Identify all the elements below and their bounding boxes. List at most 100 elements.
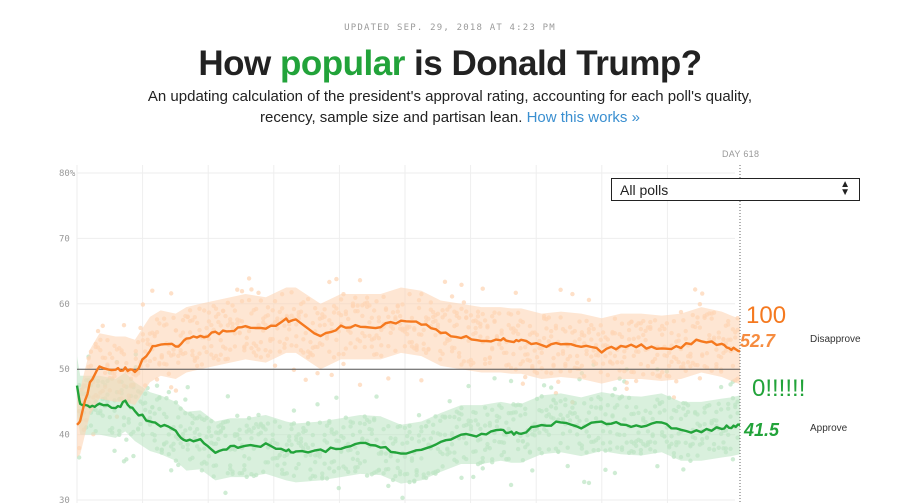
- subtitle: An updating calculation of the president…: [0, 86, 900, 128]
- disapprove-line: [76, 317, 741, 426]
- approve-poll-dot: [336, 485, 341, 491]
- disapprove-poll-dot: [449, 294, 455, 299]
- disapprove-poll-dot: [100, 323, 105, 329]
- approve-poll-dot: [185, 384, 190, 390]
- disapprove-poll-dot: [570, 291, 575, 297]
- approve-poll-dot: [416, 412, 422, 418]
- disapprove-poll-dot: [138, 325, 143, 331]
- approve-poll-dot: [235, 413, 240, 419]
- approve-poll-dot: [681, 467, 686, 472]
- approve-poll-dot: [655, 464, 660, 469]
- subtitle-line-2: recency, sample size and partisan lean.: [260, 109, 527, 126]
- y-tick-label: 80%: [59, 169, 76, 179]
- disapprove-poll-dot: [558, 287, 563, 293]
- approve-poll-dot: [364, 473, 370, 478]
- approve-poll-dot: [548, 385, 554, 390]
- disapprove-poll-dot: [624, 386, 629, 391]
- y-tick-label: 50: [59, 365, 70, 375]
- approve-glitch-number: 0!!!!!!: [752, 375, 806, 402]
- disapprove-glitch-number: 100: [746, 302, 787, 329]
- approve-poll-dot: [471, 474, 476, 480]
- disapprove-poll-dot: [520, 381, 526, 386]
- approve-band: [77, 356, 740, 484]
- subtitle-line-1: An updating calculation of the president…: [147, 88, 753, 105]
- approve-poll-dot: [124, 457, 129, 462]
- approve-line: [75, 385, 741, 455]
- current-day-label: DAY 618: [722, 149, 760, 159]
- disapprove-band: [77, 287, 740, 458]
- title-accent-word: popular: [279, 44, 405, 83]
- disapprove-poll-dot: [357, 278, 363, 283]
- approve-poll-dot: [459, 475, 464, 480]
- approve-poll-dot: [400, 495, 405, 501]
- approve-poll-dot: [291, 408, 297, 413]
- approve-poll-dot: [612, 386, 618, 392]
- disapprove-poll-dot: [386, 376, 391, 381]
- disapprove-poll-dot: [459, 282, 464, 288]
- disapprove-poll-dot: [168, 385, 174, 390]
- disapprove-poll-dot: [239, 288, 245, 294]
- poll-filter-select[interactable]: All polls ▲ ▼: [611, 178, 860, 201]
- disapprove-poll-dot: [272, 363, 278, 368]
- disapprove-poll-dot: [461, 300, 467, 305]
- disapprove-poll-dot: [480, 286, 485, 291]
- disapprove-poll-dot: [249, 287, 254, 292]
- approve-poll-dot: [508, 482, 514, 488]
- approve-poll-dot: [154, 383, 160, 388]
- uncertainty-bands: [77, 287, 740, 484]
- approve-poll-dot: [183, 397, 188, 402]
- title-suffix: is Donald Trump?: [404, 44, 702, 83]
- approve-poll-dot: [586, 480, 592, 486]
- disapprove-poll-dot: [173, 388, 179, 393]
- approve-poll-dot: [315, 402, 320, 407]
- approve-poll-dot: [565, 463, 570, 469]
- disapprove-poll-dot: [697, 301, 703, 307]
- disapprove-poll-dot: [419, 378, 424, 383]
- trend-lines: [75, 317, 741, 455]
- updated-timestamp: UPDATED SEP. 29, 2018 AT 4:23 PM: [344, 23, 556, 33]
- disapprove-poll-dot: [523, 374, 528, 380]
- approve-poll-dot: [112, 448, 117, 454]
- approve-poll-dot: [334, 395, 339, 400]
- approve-poll-dot: [730, 457, 736, 462]
- disapprove-poll-dot: [315, 371, 320, 376]
- approve-poll-dot: [492, 376, 497, 381]
- disapprove-poll-dot: [150, 288, 155, 293]
- y-tick-label: 70: [59, 234, 70, 244]
- approve-poll-dot: [168, 468, 174, 473]
- disapprove-poll-dot: [692, 287, 698, 292]
- approve-poll-dot: [508, 378, 514, 384]
- approve-poll-dot: [603, 467, 608, 473]
- approve-value: 41.5: [744, 420, 780, 440]
- approve-poll-dot: [480, 466, 485, 471]
- approve-poll-dot: [718, 384, 724, 390]
- approve-poll-dot: [466, 383, 471, 389]
- approve-poll-dot: [223, 490, 228, 496]
- disapprove-poll-dot: [357, 382, 363, 388]
- disapprove-poll-dot: [341, 361, 346, 367]
- y-tick-label: 30: [59, 496, 70, 503]
- disapprove-poll-dot: [140, 302, 146, 307]
- disapprove-poll-dot: [674, 379, 679, 384]
- y-axis-ticks: 80% 70 60 50 40 30: [59, 169, 76, 503]
- approve-poll-dot: [166, 389, 172, 395]
- y-tick-label: 60: [59, 300, 70, 310]
- disapprove-poll-dot: [95, 328, 101, 334]
- disapprove-poll-dot: [334, 276, 339, 282]
- approve-poll-dot: [530, 468, 535, 473]
- approve-poll-dot: [386, 483, 391, 489]
- disapprove-poll-dot: [235, 287, 240, 292]
- approve-poll-dot: [582, 479, 587, 485]
- disapprove-poll-dot: [291, 367, 297, 373]
- title-prefix: How: [198, 44, 280, 83]
- disapprove-poll-dot: [327, 279, 332, 285]
- disapprove-poll-dot: [246, 276, 252, 281]
- how-this-works-link[interactable]: How this works »: [526, 109, 640, 126]
- approve-poll-dot: [541, 383, 547, 388]
- approve-poll-dot: [447, 399, 452, 404]
- disapprove-label: Disapprove: [810, 334, 861, 345]
- disapprove-poll-dot: [303, 377, 308, 383]
- disapprove-poll-dot: [624, 380, 629, 385]
- disapprove-poll-dot: [700, 291, 705, 296]
